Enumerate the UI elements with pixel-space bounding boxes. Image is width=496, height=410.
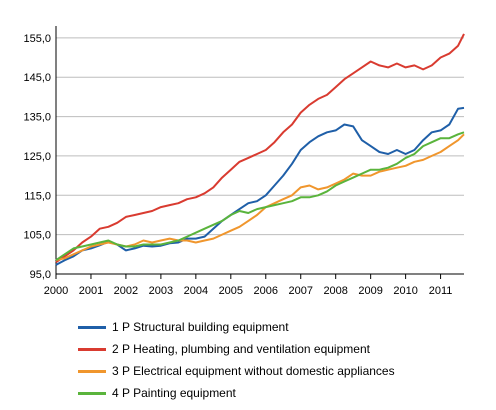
- y-tick-label-2: 135,0: [23, 112, 51, 124]
- x-tick-label-2: 2002: [114, 285, 138, 297]
- x-tick-label-5: 2005: [219, 285, 243, 297]
- series-lines: [55, 33, 465, 266]
- legend-label-3: 3 P Electrical equipment without domesti…: [112, 364, 395, 378]
- series-line-2: [55, 33, 465, 264]
- grid-lines: [56, 37, 464, 275]
- y-tick-labels: 155,0 145,0 135,0 125,0 115,0 105,0 95,0: [23, 33, 51, 281]
- y-tick-label-5: 105,0: [23, 230, 51, 242]
- legend-item-4: 4 P Painting equipment: [78, 382, 395, 404]
- series-line-1: [55, 106, 465, 266]
- legend-swatch-1: [78, 325, 106, 329]
- y-tick-label-4: 115,0: [24, 190, 51, 202]
- legend-label-4: 4 P Painting equipment: [112, 386, 236, 400]
- legend-label-2: 2 P Heating, plumbing and ventilation eq…: [112, 342, 370, 356]
- legend-swatch-3: [78, 369, 106, 373]
- legend-swatch-4: [78, 391, 106, 395]
- legend-swatch-2: [78, 347, 106, 351]
- legend-item-3: 3 P Electrical equipment without domesti…: [78, 360, 395, 382]
- x-tick-label-1: 2001: [79, 285, 103, 297]
- axes: [55, 26, 464, 279]
- x-tick-label-4: 2004: [184, 285, 208, 297]
- x-tick-label-7: 2007: [288, 285, 312, 297]
- series-line-4: [55, 131, 465, 262]
- legend: 1 P Structural building equipment 2 P He…: [78, 316, 395, 404]
- y-tick-label-1: 145,0: [23, 72, 51, 84]
- x-tick-label-9: 2009: [358, 285, 382, 297]
- legend-item-1: 1 P Structural building equipment: [78, 316, 395, 338]
- y-tick-label-6: 95,0: [30, 269, 51, 281]
- x-tick-label-0: 2000: [44, 285, 68, 297]
- x-tick-label-11: 2011: [429, 285, 453, 297]
- y-tick-label-0: 155,0: [23, 33, 51, 45]
- y-tick-label-3: 125,0: [23, 151, 51, 163]
- legend-label-1: 1 P Structural building equipment: [112, 320, 289, 334]
- x-tick-label-10: 2010: [393, 285, 417, 297]
- legend-item-2: 2 P Heating, plumbing and ventilation eq…: [78, 338, 395, 360]
- x-tick-labels: 2000 2001 2002 2003 2004 2005 2006 2007 2008 2009…: [44, 285, 453, 297]
- x-tick-label-3: 2003: [149, 285, 173, 297]
- x-tick-label-8: 2008: [323, 285, 347, 297]
- x-tick-label-6: 2006: [254, 285, 278, 297]
